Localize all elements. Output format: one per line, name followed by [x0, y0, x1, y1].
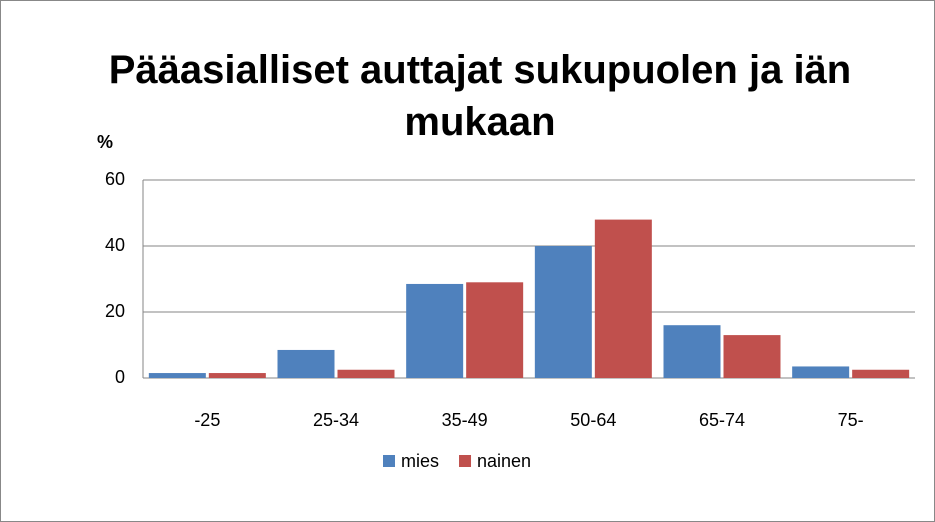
- bar: [852, 369, 910, 378]
- x-tick-label: 75-: [838, 410, 864, 430]
- bar: [594, 219, 652, 378]
- legend-swatch: [459, 455, 472, 467]
- y-tick-label: 40: [105, 235, 125, 255]
- y-axis-label: %: [97, 132, 113, 152]
- chart-title: Pääasialliset auttajat sukupuolen ja iän…: [108, 48, 852, 144]
- bar: [208, 373, 266, 378]
- y-tick-label: 60: [105, 169, 125, 189]
- x-tick-label: 50-64: [570, 410, 616, 430]
- bar: [277, 349, 335, 378]
- y-tick-label: 0: [115, 367, 125, 387]
- bar: [663, 325, 721, 378]
- bar: [406, 283, 464, 378]
- y-tick-label: 20: [105, 301, 125, 321]
- x-tick-label: -25: [194, 410, 220, 430]
- legend-label: mies: [401, 451, 439, 471]
- x-tick-label: 65-74: [699, 410, 745, 430]
- bar: [534, 246, 592, 378]
- legend-swatch: [383, 455, 395, 467]
- bar: [466, 282, 524, 378]
- bar: [792, 366, 850, 378]
- bar: [148, 373, 206, 378]
- x-tick-label: 25-34: [313, 410, 359, 430]
- x-tick-label: 35-49: [442, 410, 488, 430]
- bar: [337, 369, 395, 378]
- legend-label: nainen: [477, 451, 531, 471]
- bar: [723, 335, 781, 378]
